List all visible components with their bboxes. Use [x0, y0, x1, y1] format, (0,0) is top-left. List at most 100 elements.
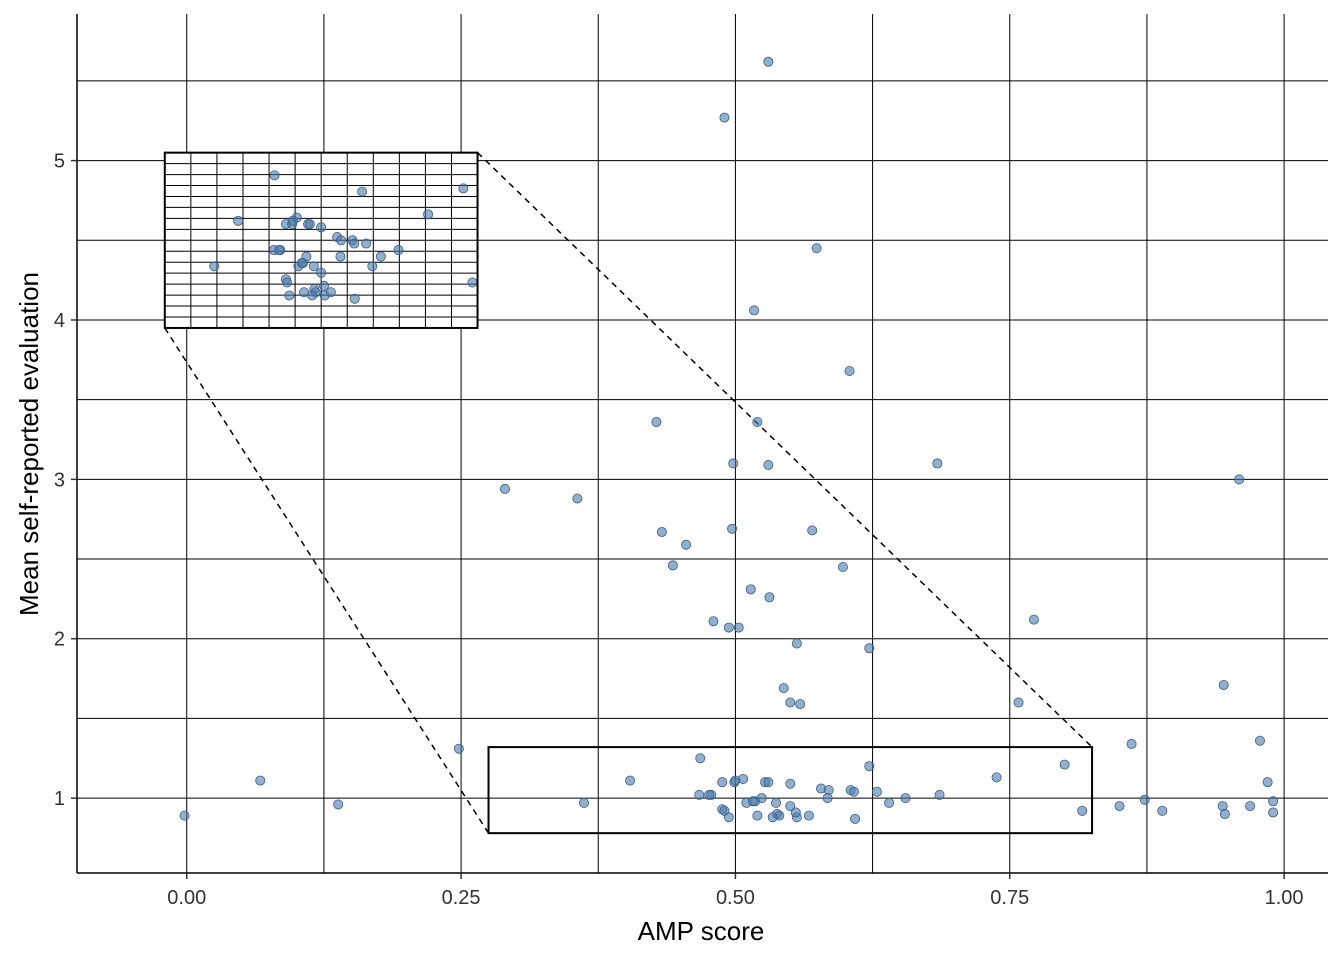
- data-point: [1114, 801, 1125, 812]
- data-point: [785, 801, 796, 812]
- tick-labels: 0.00 0.25 0.50 0.75 1.00 1 2 3 4 5: [54, 151, 1304, 909]
- data-point: [1013, 697, 1024, 708]
- data-point: [763, 777, 774, 788]
- data-point: [179, 810, 190, 821]
- zoom-inset-point: [296, 258, 307, 269]
- zoom-inset-point: [375, 251, 386, 262]
- data-point: [704, 789, 715, 800]
- data-point: [803, 810, 814, 821]
- data-point: [694, 789, 705, 800]
- zoom-inset-point: [316, 267, 327, 278]
- data-point: [790, 807, 801, 818]
- data-point: [811, 243, 822, 254]
- data-point: [1268, 796, 1279, 807]
- zoom-inset-point: [367, 261, 378, 272]
- zoom-inset-point: [274, 245, 285, 256]
- data-point: [730, 775, 741, 786]
- data-point: [1059, 759, 1070, 770]
- data-point: [1028, 614, 1039, 625]
- data-point: [749, 305, 760, 316]
- data-point: [728, 458, 739, 469]
- data-point: [745, 584, 756, 595]
- zoom-inset-point: [349, 238, 360, 249]
- data-point: [844, 365, 855, 376]
- zoom-inset-point: [423, 209, 434, 220]
- data-point: [1254, 735, 1265, 746]
- data-point: [656, 526, 667, 537]
- grid-lines: [77, 14, 1328, 873]
- data-point: [763, 56, 774, 67]
- data-point: [764, 592, 775, 603]
- data-point: [1157, 805, 1168, 816]
- x-tick-label: 0.00: [167, 887, 206, 909]
- data-point: [785, 778, 796, 789]
- y-tick-label: 4: [54, 310, 65, 332]
- y-axis-title: Mean self-reported evaluation: [14, 272, 44, 616]
- data-point: [752, 416, 763, 427]
- data-point: [785, 697, 796, 708]
- zoom-inset-point: [209, 261, 220, 272]
- data-point: [719, 112, 730, 123]
- x-tick-label: 0.75: [990, 887, 1029, 909]
- zoom-inset-point: [357, 186, 368, 197]
- zoom-inset-point: [269, 170, 280, 181]
- data-point: [791, 638, 802, 649]
- data-point: [1234, 474, 1245, 485]
- data-point: [850, 813, 861, 824]
- data-point: [932, 458, 943, 469]
- data-point: [667, 560, 678, 571]
- data-point: [822, 793, 833, 804]
- data-point: [255, 775, 266, 786]
- data-points: [179, 56, 1279, 824]
- data-point: [453, 743, 464, 754]
- zoom-inset-point: [467, 277, 478, 288]
- data-point: [1245, 801, 1256, 812]
- data-point: [752, 810, 763, 821]
- zoom-inset-point: [304, 219, 315, 230]
- data-point: [695, 753, 706, 764]
- zoom-inset-point: [393, 245, 404, 256]
- data-point: [717, 777, 728, 788]
- data-point: [723, 622, 734, 633]
- data-point: [1077, 805, 1088, 816]
- data-point: [1268, 807, 1279, 818]
- data-point: [733, 622, 744, 633]
- zoom-inset-point: [287, 215, 298, 226]
- y-tick-label: 1: [54, 788, 65, 810]
- data-point: [756, 793, 767, 804]
- data-point: [1218, 679, 1229, 690]
- zoom-inset-point: [284, 290, 295, 301]
- y-tick-label: 2: [54, 629, 65, 651]
- data-point: [837, 562, 848, 573]
- data-point: [625, 775, 636, 786]
- zoom-connector-right: [477, 152, 1093, 748]
- data-point: [991, 772, 1002, 783]
- zoom-annotation: [163, 151, 1094, 835]
- data-point: [771, 797, 782, 808]
- zoom-inset-point: [349, 293, 360, 304]
- y-tick-label: 3: [54, 469, 65, 491]
- data-point: [723, 812, 734, 823]
- data-point: [651, 416, 662, 427]
- data-point: [864, 761, 875, 772]
- x-tick-label: 0.50: [716, 887, 755, 909]
- zoom-inset-point: [233, 215, 244, 226]
- data-point: [778, 683, 789, 694]
- data-point: [1262, 777, 1273, 788]
- zoom-inset-point: [319, 280, 330, 291]
- data-point: [763, 460, 774, 471]
- data-point: [807, 525, 818, 536]
- data-point: [900, 793, 911, 804]
- data-point: [767, 812, 778, 823]
- data-point: [1219, 809, 1230, 820]
- data-point: [1126, 738, 1137, 749]
- data-point: [884, 797, 895, 808]
- zoom-inset-point: [361, 238, 372, 249]
- zoom-inset-point: [458, 183, 469, 194]
- data-point: [499, 483, 510, 494]
- data-point: [572, 493, 583, 504]
- data-point: [708, 616, 719, 627]
- zoom-inset-point: [282, 277, 293, 288]
- data-point: [864, 643, 875, 654]
